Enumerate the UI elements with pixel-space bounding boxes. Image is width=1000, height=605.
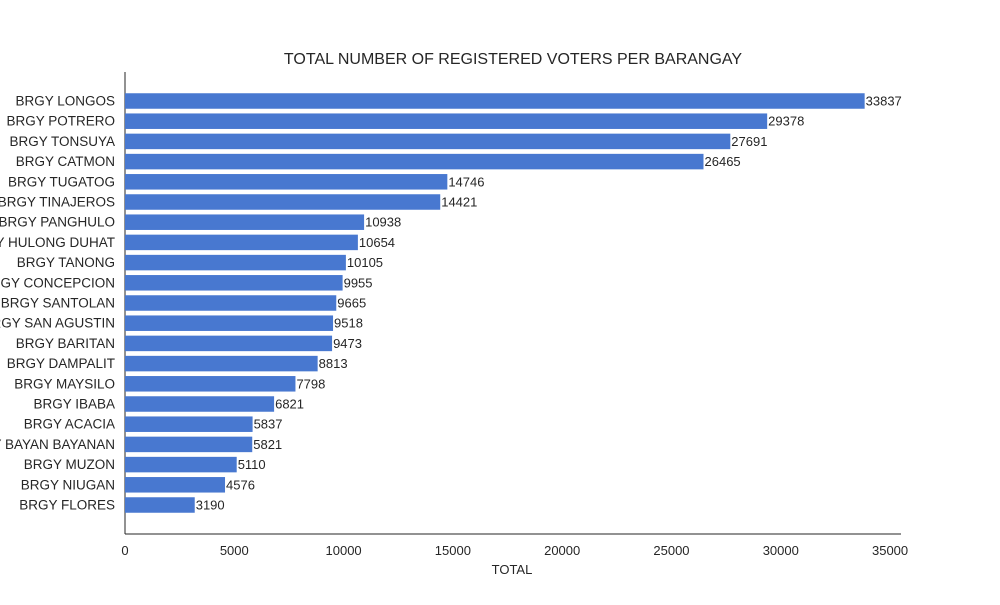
category-label: BRGY SANTOLAN bbox=[1, 296, 115, 311]
bar-value-label: 29378 bbox=[768, 114, 804, 129]
bar bbox=[125, 497, 195, 513]
category-label: BRGY PANGHULO bbox=[0, 215, 115, 230]
bar-value-label: 8813 bbox=[319, 356, 348, 371]
bar bbox=[125, 93, 865, 109]
bar-value-label: 33837 bbox=[866, 94, 902, 109]
x-tick-label: 30000 bbox=[763, 543, 799, 558]
bar-value-label: 5837 bbox=[254, 417, 283, 432]
category-label: BRGY SAN AGUSTIN bbox=[0, 316, 115, 331]
category-label: BRGY CONCEPCION bbox=[0, 275, 115, 290]
x-tick-label: 15000 bbox=[435, 543, 471, 558]
category-label: BRGY NIUGAN bbox=[21, 477, 115, 492]
bar bbox=[125, 456, 237, 473]
x-tick-label: 0 bbox=[121, 543, 128, 558]
bar-value-label: 10654 bbox=[359, 235, 395, 250]
bar-value-label: 5110 bbox=[238, 457, 266, 472]
category-label: BRGY MAYSILO bbox=[14, 376, 115, 391]
category-label: BRGY CATMON bbox=[16, 154, 115, 169]
bars-group bbox=[125, 93, 865, 513]
bar bbox=[125, 133, 731, 150]
bar bbox=[125, 477, 226, 493]
bar-value-label: 9665 bbox=[337, 296, 366, 311]
x-tick-label: 5000 bbox=[220, 543, 249, 558]
bar-value-label: 14421 bbox=[441, 195, 477, 210]
bar-value-label: 9955 bbox=[344, 275, 373, 290]
x-tick-label: 10000 bbox=[326, 543, 362, 558]
category-label: BRGY TINAJEROS bbox=[0, 195, 115, 210]
bar-value-label: 9518 bbox=[334, 316, 363, 331]
bar bbox=[125, 194, 441, 210]
bar bbox=[125, 335, 333, 352]
bar bbox=[125, 436, 253, 453]
x-tick-label: 20000 bbox=[544, 543, 580, 558]
bar bbox=[125, 214, 365, 230]
category-label: BRGY LONGOS bbox=[15, 94, 115, 109]
category-label: BRGY TANONG bbox=[17, 255, 115, 270]
chart-title: TOTAL NUMBER OF REGISTERED VOTERS PER BA… bbox=[284, 51, 742, 68]
category-label: BRGY TUGATOG bbox=[8, 174, 115, 189]
bar bbox=[125, 295, 337, 311]
bar bbox=[125, 315, 334, 331]
category-labels-group: BRGY LONGOS BRGY POTRERO BRGY TONSUYA BRGY … bbox=[0, 94, 115, 513]
bar bbox=[125, 113, 768, 129]
bar-value-label: 3190 bbox=[196, 498, 225, 513]
bar-value-label: 14746 bbox=[448, 174, 484, 189]
bar bbox=[125, 416, 253, 432]
bar-value-label: 27691 bbox=[731, 134, 767, 149]
bar-value-label: 9473 bbox=[333, 336, 362, 351]
x-axis-title: TOTAL bbox=[492, 562, 533, 577]
x-ticks-group: 0 5000 10000 15000 20000 25000 30000 35000 bbox=[121, 543, 908, 558]
category-label: BRGY IBABA bbox=[33, 397, 115, 412]
bar-value-label: 26465 bbox=[705, 154, 741, 169]
category-label: BRGY BAYAN BAYANAN bbox=[0, 437, 115, 452]
category-label: BRGY POTRERO bbox=[6, 114, 115, 129]
bar bbox=[125, 376, 296, 392]
category-label: BRGY MUZON bbox=[24, 457, 115, 472]
x-tick-label: 35000 bbox=[872, 543, 908, 558]
bar bbox=[125, 254, 346, 271]
bar-value-label: 7798 bbox=[296, 376, 325, 391]
bar-value-label: 5821 bbox=[253, 437, 282, 452]
category-label: BRGY TONSUYA bbox=[9, 134, 115, 149]
bar bbox=[125, 234, 358, 251]
bar-value-label: 6821 bbox=[275, 397, 304, 412]
category-label: BRGY ACACIA bbox=[24, 417, 115, 432]
category-label: BRGY BARITAN bbox=[16, 336, 115, 351]
bar bbox=[125, 174, 448, 190]
bar-value-label: 10938 bbox=[365, 215, 401, 230]
category-label: BRGY HULONG DUHAT bbox=[0, 235, 115, 250]
category-label: BRGY DAMPALIT bbox=[7, 356, 115, 371]
bar bbox=[125, 275, 343, 291]
bar-value-label: 10105 bbox=[347, 255, 383, 270]
category-label: BRGY FLORES bbox=[19, 498, 115, 513]
bar bbox=[125, 153, 704, 170]
x-tick-label: 25000 bbox=[653, 543, 689, 558]
bar-value-label: 4576 bbox=[226, 477, 255, 492]
bar bbox=[125, 396, 275, 412]
bar bbox=[125, 355, 318, 372]
